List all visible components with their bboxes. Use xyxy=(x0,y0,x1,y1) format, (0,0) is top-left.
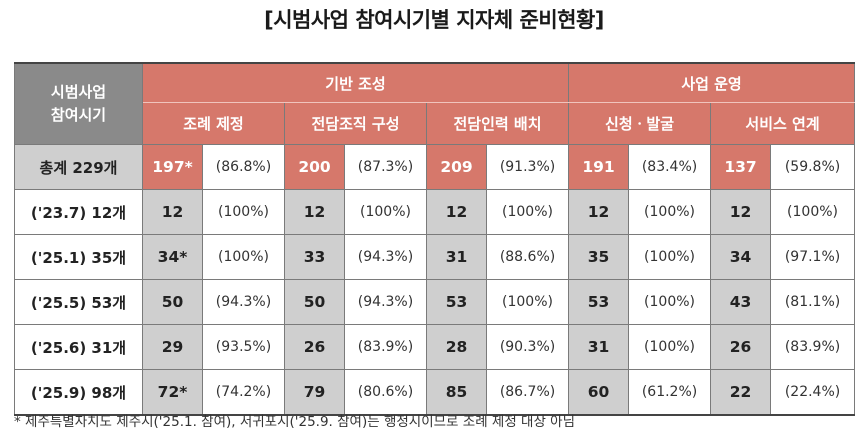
percent-cell: (94.3%) xyxy=(344,234,427,280)
count-cell: 50 xyxy=(284,279,345,325)
percent-cell: (80.6%) xyxy=(344,369,427,416)
row-label: ('25.1) 35개 xyxy=(14,234,143,280)
subheader-ordinance: 조례 제정 xyxy=(142,102,285,145)
percent-cell: (86.8%) xyxy=(202,144,285,190)
count-cell: 29 xyxy=(142,324,203,370)
subheader-dedicated-org: 전담조직 구성 xyxy=(284,102,427,145)
count-cell: 72* xyxy=(142,369,203,416)
percent-cell: (94.3%) xyxy=(344,279,427,325)
percent-cell: (81.1%) xyxy=(770,279,856,325)
table-row: ('25.6) 31개 29 (93.5%) 26 (83.9%) 28 (90… xyxy=(14,324,856,370)
count-cell: 137 xyxy=(710,144,772,190)
percent-cell: (100%) xyxy=(628,324,712,370)
count-cell: 12 xyxy=(142,189,203,235)
footnote: * 제주특별자치도 제주시('25.1. 참여), 서귀포시('25.9. 참여… xyxy=(14,414,576,430)
percent-cell: (100%) xyxy=(202,189,285,235)
row-header-cell: 시범사업 참여시기 xyxy=(14,62,143,145)
percent-cell: (74.2%) xyxy=(202,369,285,416)
percent-cell: (91.3%) xyxy=(485,144,570,190)
count-cell: 85 xyxy=(426,369,487,416)
count-cell: 33 xyxy=(284,234,345,280)
percent-cell: (59.8%) xyxy=(770,144,856,190)
group-header-operation: 사업 운영 xyxy=(568,62,856,103)
percent-cell: (100%) xyxy=(628,189,712,235)
count-cell: 34* xyxy=(142,234,203,280)
percent-cell: (100%) xyxy=(485,279,570,325)
percent-cell: (86.7%) xyxy=(485,369,570,416)
percent-cell: (100%) xyxy=(770,189,856,235)
count-cell: 12 xyxy=(426,189,487,235)
table-row-total: 총계 229개 197* (86.8%) 200 (87.3%) 209 (91… xyxy=(14,144,856,190)
row-header-line-1: 시범사업 xyxy=(50,83,107,101)
count-cell: 12 xyxy=(284,189,345,235)
count-cell: 60 xyxy=(568,369,630,416)
count-cell: 209 xyxy=(426,144,487,190)
row-label: ('25.5) 53개 xyxy=(14,279,143,325)
percent-cell: (61.2%) xyxy=(628,369,712,416)
page-title: [시범사업 참여시기별 지자체 준비현황] xyxy=(264,8,604,32)
percent-cell: (87.3%) xyxy=(344,144,427,190)
percent-cell: (100%) xyxy=(628,234,712,280)
percent-cell: (100%) xyxy=(202,234,285,280)
count-cell: 200 xyxy=(284,144,345,190)
percent-cell: (97.1%) xyxy=(770,234,856,280)
table-row: ('25.5) 53개 50 (94.3%) 50 (94.3%) 53 (10… xyxy=(14,279,856,325)
count-cell: 53 xyxy=(426,279,487,325)
count-cell: 31 xyxy=(568,324,630,370)
subheader-application: 신청ㆍ발굴 xyxy=(568,102,712,145)
count-cell: 191 xyxy=(568,144,630,190)
count-cell: 22 xyxy=(710,369,772,416)
percent-cell: (100%) xyxy=(628,279,712,325)
count-cell: 197* xyxy=(142,144,203,190)
row-header-line-2: 참여시기 xyxy=(50,106,107,124)
row-label: ('25.9) 98개 xyxy=(14,369,143,416)
count-cell: 79 xyxy=(284,369,345,416)
readiness-table: 시범사업 참여시기 기반 조성 사업 운영 조례 제정 전담조직 구성 전담인력… xyxy=(14,62,856,416)
count-cell: 43 xyxy=(710,279,772,325)
table-row: ('23.7) 12개 12 (100%) 12 (100%) 12 (100%… xyxy=(14,189,856,235)
count-cell: 26 xyxy=(710,324,772,370)
percent-cell: (100%) xyxy=(344,189,427,235)
percent-cell: (83.9%) xyxy=(344,324,427,370)
count-cell: 34 xyxy=(710,234,772,280)
count-cell: 12 xyxy=(568,189,630,235)
percent-cell: (93.5%) xyxy=(202,324,285,370)
percent-cell: (94.3%) xyxy=(202,279,285,325)
count-cell: 26 xyxy=(284,324,345,370)
row-label: ('25.6) 31개 xyxy=(14,324,143,370)
row-label: ('23.7) 12개 xyxy=(14,189,143,235)
subheader-dedicated-staff: 전담인력 배치 xyxy=(425,102,570,145)
table-row: ('25.1) 35개 34* (100%) 33 (94.3%) 31 (88… xyxy=(14,234,856,280)
table-row: ('25.9) 98개 72* (74.2%) 79 (80.6%) 85 (8… xyxy=(14,369,856,416)
percent-cell: (90.3%) xyxy=(485,324,570,370)
percent-cell: (83.9%) xyxy=(770,324,856,370)
percent-cell: (83.4%) xyxy=(628,144,712,190)
count-cell: 31 xyxy=(426,234,487,280)
count-cell: 12 xyxy=(710,189,772,235)
row-label: 총계 229개 xyxy=(14,144,143,190)
group-header-infrastructure: 기반 조성 xyxy=(141,62,570,103)
count-cell: 53 xyxy=(568,279,630,325)
percent-cell: (88.6%) xyxy=(485,234,570,280)
subheader-service-link: 서비스 연계 xyxy=(710,102,856,145)
count-cell: 28 xyxy=(426,324,487,370)
count-cell: 50 xyxy=(142,279,203,325)
count-cell: 35 xyxy=(568,234,630,280)
percent-cell: (100%) xyxy=(485,189,570,235)
percent-cell: (22.4%) xyxy=(770,369,856,416)
